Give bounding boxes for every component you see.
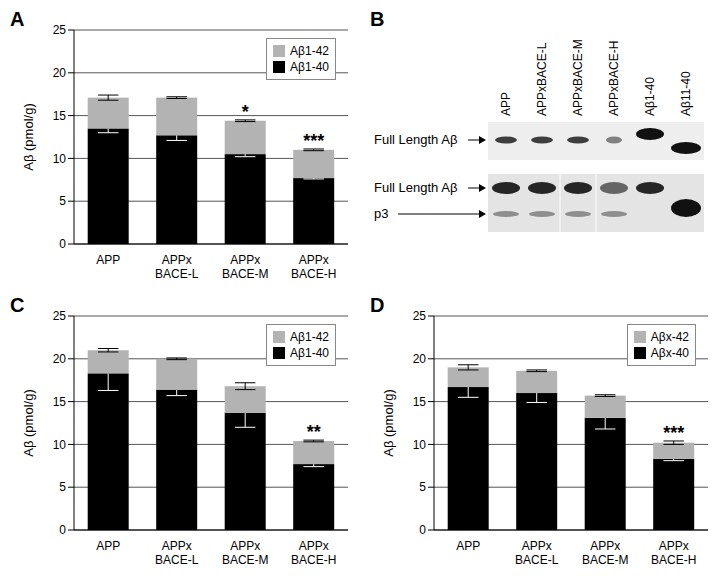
svg-text:10: 10	[53, 438, 67, 452]
svg-text:APP: APP	[96, 253, 120, 267]
svg-text:***: ***	[303, 131, 324, 151]
svg-text:0: 0	[59, 523, 66, 537]
svg-text:20: 20	[53, 352, 67, 366]
svg-text:APP: APP	[96, 539, 120, 553]
svg-text:APPxBACE-L: APPxBACE-L	[535, 42, 549, 116]
svg-text:*: *	[242, 102, 249, 122]
svg-text:**: **	[307, 422, 321, 442]
svg-text:25: 25	[53, 23, 67, 37]
html-text:Aβ1-42: Aβ1-42	[290, 44, 329, 58]
svg-text:APPxBACE-L: APPxBACE-L	[155, 253, 199, 281]
svg-text:25: 25	[413, 309, 427, 323]
svg-text:0: 0	[419, 523, 426, 537]
svg-text:APP: APP	[456, 539, 480, 553]
html-text:B: B	[370, 8, 385, 30]
svg-text:p3: p3	[374, 206, 388, 221]
html-text:Aβ1-40: Aβ1-40	[290, 346, 329, 360]
html-text:D: D	[370, 294, 385, 316]
svg-text:APPxBACE-L: APPxBACE-L	[515, 539, 559, 567]
svg-text:5: 5	[59, 480, 66, 494]
svg-text:APPxBACE-L: APPxBACE-L	[155, 539, 199, 567]
svg-text:APPxBACE-M: APPxBACE-M	[571, 39, 585, 116]
svg-text:Aβ (pmol/g): Aβ (pmol/g)	[21, 389, 36, 456]
html-text:Aβ1-40: Aβ1-40	[290, 60, 329, 74]
svg-text:Aβ (pmol/g): Aβ (pmol/g)	[21, 103, 36, 170]
svg-text:5: 5	[59, 194, 66, 208]
svg-text:APPxBACE-M: APPxBACE-M	[222, 253, 269, 281]
svg-text:20: 20	[53, 66, 67, 80]
svg-text:APPxBACE-H: APPxBACE-H	[651, 539, 696, 567]
svg-text:Aβ1-40: Aβ1-40	[643, 77, 657, 116]
html-text:C: C	[10, 294, 25, 316]
svg-text:APPxBACE-M: APPxBACE-M	[582, 539, 629, 567]
svg-text:0: 0	[59, 237, 66, 251]
svg-text:APPxBACE-H: APPxBACE-H	[607, 41, 621, 116]
html-text:Aβx-42: Aβx-42	[650, 330, 689, 344]
svg-text:15: 15	[413, 395, 427, 409]
html-text:A: A	[10, 8, 25, 30]
svg-text:***: ***	[663, 423, 684, 443]
html-text:Aβ1-42: Aβ1-42	[290, 330, 329, 344]
svg-text:Full Length Aβ: Full Length Aβ	[374, 132, 457, 147]
svg-text:Aβ (pmol/g): Aβ (pmol/g)	[381, 389, 396, 456]
html-text:Aβx-40: Aβx-40	[650, 346, 689, 360]
svg-text:Full Length Aβ: Full Length Aβ	[374, 180, 457, 195]
svg-text:APPxBACE-H: APPxBACE-H	[291, 253, 336, 281]
svg-text:10: 10	[53, 152, 67, 166]
svg-text:10: 10	[413, 438, 427, 452]
svg-text:5: 5	[419, 480, 426, 494]
svg-text:20: 20	[413, 352, 427, 366]
svg-text:APPxBACE-M: APPxBACE-M	[222, 539, 269, 567]
svg-text:Aβ11-40: Aβ11-40	[679, 71, 693, 116]
svg-text:APP: APP	[499, 92, 513, 116]
svg-text:15: 15	[53, 109, 67, 123]
svg-text:15: 15	[53, 395, 67, 409]
svg-text:APPxBACE-H: APPxBACE-H	[291, 539, 336, 567]
svg-text:25: 25	[53, 309, 67, 323]
